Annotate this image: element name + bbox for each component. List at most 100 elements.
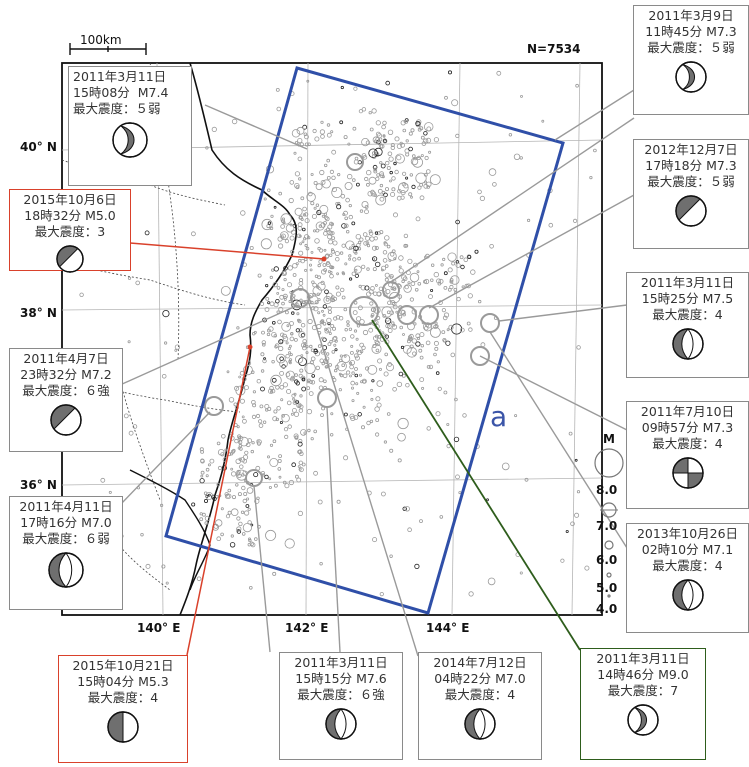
strike-slip-icon	[107, 711, 139, 743]
event-magnitude: M9.0	[658, 667, 689, 682]
event-box-20110411: 2011年4月11日 17時16分 M7.0 最大震度：６弱	[9, 496, 123, 610]
normal-icon	[48, 552, 84, 588]
event-magnitude: M7.5	[702, 291, 734, 306]
event-magnitude: M7.0	[81, 515, 112, 530]
event-intensity: 最大震度：7	[607, 683, 679, 698]
event-time: 02時10分	[641, 542, 699, 557]
event-intensity: 最大震度：５弱	[647, 174, 735, 189]
scale-bar	[69, 43, 147, 55]
event-intensity: 最大震度：4	[652, 558, 723, 573]
event-box-20110311-1525: 2011年3月11日 15時25分 M7.5 最大震度：4	[626, 272, 749, 378]
event-count: N=7534	[527, 42, 581, 56]
event-magnitude: M7.3	[702, 420, 734, 435]
study-region-outline	[164, 66, 565, 615]
event-time: 09時57分	[641, 420, 699, 435]
event-magnitude: M7.3	[706, 24, 737, 39]
event-date: 2011年4月7日	[23, 351, 109, 366]
event-intensity: 最大震度：4	[652, 436, 723, 451]
event-time: 23時32分	[20, 367, 78, 382]
event-box-20110407: 2011年4月7日 23時32分 M7.2 最大震度：６強	[9, 348, 123, 452]
event-intensity: 最大震度：4	[652, 307, 723, 322]
event-box-20110309: 2011年3月9日 11時45分 M7.3 最大震度：５弱	[633, 5, 749, 115]
leader-line-mainshock	[371, 319, 581, 651]
oblique-icon	[50, 404, 82, 436]
event-box-20131026: 2013年10月26日 02時10分 M7.1 最大震度：4	[626, 523, 749, 633]
thrust-icon	[675, 61, 707, 93]
event-date: 2011年3月11日	[73, 69, 167, 84]
lat-label-40: 40° N	[20, 140, 57, 154]
event-intensity: 最大震度：６強	[22, 383, 110, 398]
event-magnitude: M7.1	[702, 542, 734, 557]
event-magnitude: M7.3	[706, 158, 737, 173]
lon-label-142: 142° E	[285, 621, 329, 635]
event-intensity: 最大震度：５弱	[73, 101, 161, 116]
event-intensity: 最大震度：５弱	[647, 40, 735, 55]
magnitude-5: 5.0	[596, 581, 618, 595]
scale-label: 100km	[80, 33, 122, 47]
leader-line-20151006	[129, 242, 325, 260]
lat-label-38: 38° N	[20, 306, 57, 320]
event-box-20151006: 2015年10月6日 18時32分 M5.0 最大震度：3	[9, 189, 131, 273]
lat-label-36: 36° N	[20, 478, 57, 492]
thrust-icon	[627, 704, 659, 736]
event-magnitude: M7.2	[81, 367, 112, 382]
magnitude-7: 7.0	[596, 519, 618, 533]
normal-icon	[671, 579, 704, 611]
event-box-20110311-1508: 2011年3月11日 15時08分 M7.4 最大震度：５弱	[68, 66, 192, 186]
event-intensity: 最大震度：６強	[297, 687, 385, 702]
event-box-mainshock: 2011年3月11日 14時46分 M9.0 最大震度：7	[580, 648, 706, 760]
event-time: 15時25分	[641, 291, 699, 306]
event-time: 15時04分	[77, 674, 135, 689]
leader-line-20151021	[186, 346, 251, 656]
magnitude-8: 8.0	[596, 483, 618, 497]
major-event-circles	[204, 153, 500, 487]
peninsula-coast	[129, 469, 211, 591]
event-intensity: 最大震度：4	[87, 690, 159, 705]
event-box-20151021: 2015年10月21日 15時04分 M5.3 最大震度：4	[58, 655, 188, 763]
normal-icon	[671, 328, 704, 360]
normal-icon	[325, 708, 357, 740]
event-intensity: 最大震度：3	[34, 224, 106, 239]
event-date: 2011年3月9日	[648, 8, 734, 23]
event-time: 04時22分	[434, 671, 492, 686]
event-time: 11時45分	[645, 24, 703, 39]
event-time: 15時08分	[73, 85, 130, 100]
event-intensity: 最大震度：4	[444, 687, 516, 702]
oblique-icon	[675, 195, 707, 227]
event-date: 2011年3月11日	[640, 275, 735, 290]
normal-icon	[464, 708, 496, 740]
event-date: 2015年10月6日	[23, 192, 117, 207]
strike-slip-icon	[671, 457, 704, 489]
event-box-20121207: 2012年12月7日 17時18分 M7.3 最大震度：５弱	[633, 139, 749, 249]
event-date: 2011年4月11日	[19, 499, 113, 514]
event-time: 15時15分	[295, 671, 353, 686]
event-time: 18時32分	[24, 208, 82, 223]
event-box-20110710: 2011年7月10日 09時57分 M7.3 最大震度：4	[626, 401, 749, 509]
oblique-icon	[56, 245, 84, 273]
event-time: 14時46分	[597, 667, 655, 682]
magnitude-4: 4.0	[596, 602, 618, 616]
event-time: 17時16分	[20, 515, 78, 530]
lon-label-140: 140° E	[137, 621, 181, 635]
event-box-20140712: 2014年7月12日 04時22分 M7.0 最大震度：4	[418, 652, 542, 760]
event-magnitude: M5.0	[85, 208, 116, 223]
magnitude-legend-title: M	[603, 432, 615, 446]
event-magnitude: M5.3	[138, 674, 169, 689]
coastline	[179, 62, 298, 616]
event-time: 17時18分	[645, 158, 703, 173]
magnitude-6: 6.0	[596, 553, 618, 567]
leader-lines	[119, 89, 635, 657]
event-intensity: 最大震度：６弱	[22, 531, 110, 546]
event-magnitude: M7.6	[356, 671, 387, 686]
thrust-icon	[112, 122, 148, 158]
event-date: 2013年10月26日	[636, 526, 739, 541]
event-box-20110311-1515: 2011年3月11日 15時15分 M7.6 最大震度：６強	[279, 652, 403, 760]
event-magnitude: M7.4	[137, 85, 169, 100]
event-date: 2011年3月11日	[294, 655, 388, 670]
event-date: 2014年7月12日	[433, 655, 527, 670]
lon-label-144: 144° E	[426, 621, 470, 635]
event-date: 2012年12月7日	[644, 142, 738, 157]
event-magnitude: M7.0	[495, 671, 526, 686]
region-label-a: a	[490, 400, 508, 433]
event-date: 2015年10月21日	[72, 658, 174, 673]
